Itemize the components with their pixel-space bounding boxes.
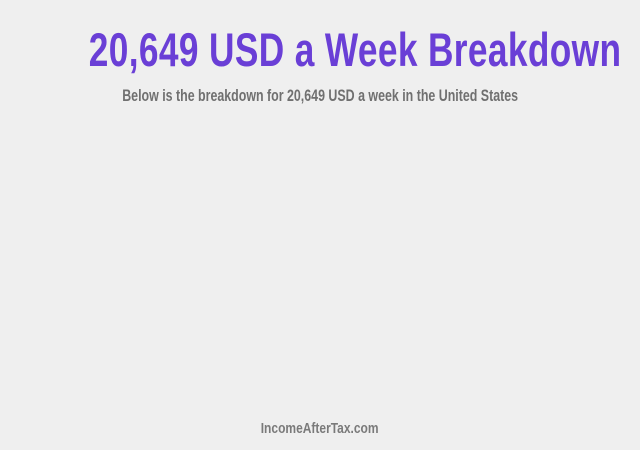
page-title-container: 20,649 USD a Week Breakdown <box>0 22 640 77</box>
footer: IncomeAfterTax.com <box>0 420 640 438</box>
page-subtitle: Below is the breakdown for 20,649 USD a … <box>122 86 518 105</box>
subtitle-container: Below is the breakdown for 20,649 USD a … <box>0 86 640 106</box>
footer-site-link[interactable]: IncomeAfterTax.com <box>261 420 379 437</box>
page-title: 20,649 USD a Week Breakdown <box>88 23 622 76</box>
